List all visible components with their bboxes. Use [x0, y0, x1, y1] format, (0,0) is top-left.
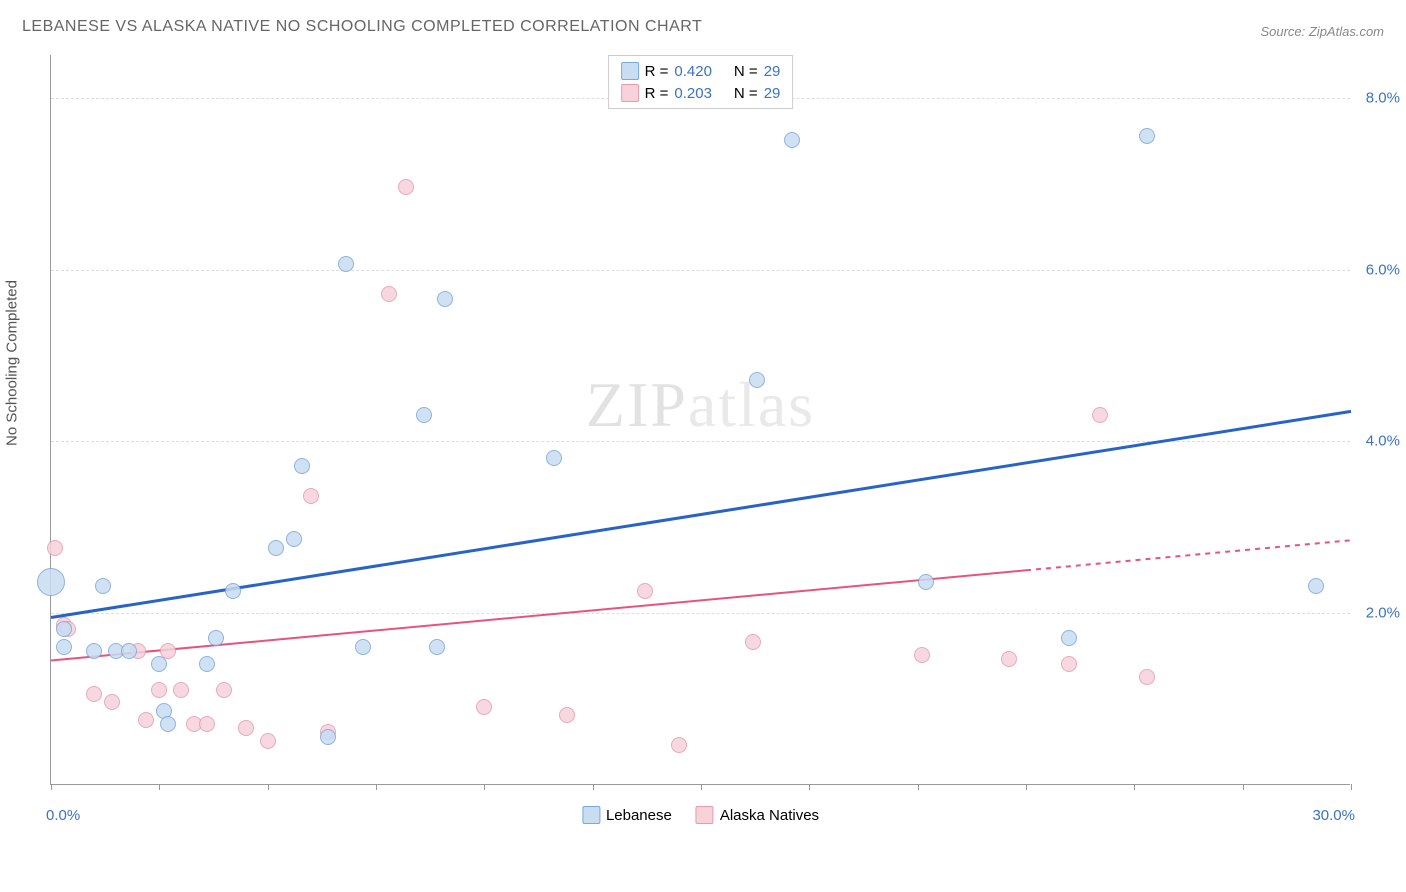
- scatter-point: [1061, 630, 1077, 646]
- scatter-point: [559, 707, 575, 723]
- series-legend-label: Alaska Natives: [720, 807, 819, 824]
- scatter-point: [208, 630, 224, 646]
- legend-swatch: [582, 806, 600, 824]
- series-legend: Lebanese Alaska Natives: [582, 806, 819, 824]
- scatter-point: [86, 643, 102, 659]
- r-value: 0.420: [674, 63, 712, 80]
- scatter-point: [151, 682, 167, 698]
- n-value: 29: [764, 85, 781, 102]
- scatter-point: [1139, 128, 1155, 144]
- stats-legend-row: R = 0.203 N = 29: [617, 82, 785, 104]
- scatter-point: [260, 733, 276, 749]
- x-tick: [918, 784, 919, 790]
- scatter-point: [104, 694, 120, 710]
- scatter-point: [121, 643, 137, 659]
- x-tick: [593, 784, 594, 790]
- stats-legend-row: R = 0.420 N = 29: [617, 60, 785, 82]
- y-tick-label: 8.0%: [1355, 89, 1400, 106]
- scatter-point: [381, 286, 397, 302]
- y-tick-label: 2.0%: [1355, 605, 1400, 622]
- x-axis-label: 30.0%: [1312, 807, 1355, 824]
- x-tick: [268, 784, 269, 790]
- scatter-point: [320, 729, 336, 745]
- scatter-point: [225, 583, 241, 599]
- series-legend-item: Lebanese: [582, 806, 672, 824]
- x-tick: [51, 784, 52, 790]
- chart-plot-area: ZIPatlas 2.0%4.0%6.0%8.0% 0.0%30.0% R =0…: [50, 55, 1350, 785]
- n-label: N =: [734, 63, 758, 80]
- chart-title: LEBANESE VS ALASKA NATIVE NO SCHOOLING C…: [22, 18, 702, 36]
- scatter-point: [671, 737, 687, 753]
- series-legend-label: Lebanese: [606, 807, 672, 824]
- trendline: [51, 411, 1351, 617]
- scatter-point: [286, 531, 302, 547]
- scatter-point: [398, 179, 414, 195]
- scatter-point: [1061, 656, 1077, 672]
- scatter-point: [199, 656, 215, 672]
- scatter-point: [86, 686, 102, 702]
- scatter-point: [37, 568, 65, 596]
- y-tick-label: 4.0%: [1355, 433, 1400, 450]
- legend-swatch: [696, 806, 714, 824]
- scatter-point: [216, 682, 232, 698]
- scatter-point: [784, 132, 800, 148]
- scatter-point: [47, 540, 63, 556]
- r-label: R =: [645, 85, 669, 102]
- x-tick: [1351, 784, 1352, 790]
- trendline-dashed: [1026, 540, 1351, 570]
- r-value: 0.203: [674, 85, 712, 102]
- scatter-point: [1308, 578, 1324, 594]
- scatter-point: [303, 488, 319, 504]
- x-tick: [1243, 784, 1244, 790]
- scatter-point: [338, 256, 354, 272]
- x-axis-label: 0.0%: [46, 807, 80, 824]
- y-tick-label: 6.0%: [1355, 261, 1400, 278]
- scatter-point: [637, 583, 653, 599]
- scatter-point: [1001, 651, 1017, 667]
- scatter-point: [56, 639, 72, 655]
- n-value: 29: [764, 63, 781, 80]
- y-axis-title: No Schooling Completed: [4, 280, 21, 446]
- scatter-point: [1139, 669, 1155, 685]
- x-tick: [1134, 784, 1135, 790]
- scatter-point: [268, 540, 284, 556]
- legend-swatch: [621, 62, 639, 80]
- scatter-point: [914, 647, 930, 663]
- scatter-point: [476, 699, 492, 715]
- scatter-point: [745, 634, 761, 650]
- scatter-point: [238, 720, 254, 736]
- x-tick: [484, 784, 485, 790]
- scatter-point: [294, 458, 310, 474]
- scatter-point: [429, 639, 445, 655]
- scatter-point: [138, 712, 154, 728]
- x-tick: [701, 784, 702, 790]
- scatter-point: [56, 621, 72, 637]
- x-tick: [376, 784, 377, 790]
- stats-legend: R = 0.420 N = 29 R = 0.203 N = 29: [608, 55, 794, 109]
- scatter-point: [546, 450, 562, 466]
- scatter-point: [151, 656, 167, 672]
- scatter-point: [918, 574, 934, 590]
- scatter-point: [437, 291, 453, 307]
- x-tick: [1026, 784, 1027, 790]
- scatter-point: [355, 639, 371, 655]
- trendline: [51, 570, 1026, 660]
- series-legend-item: Alaska Natives: [696, 806, 819, 824]
- scatter-point: [173, 682, 189, 698]
- scatter-point: [160, 716, 176, 732]
- scatter-point: [1092, 407, 1108, 423]
- scatter-point: [95, 578, 111, 594]
- legend-swatch: [621, 84, 639, 102]
- source-label: Source: ZipAtlas.com: [1260, 24, 1384, 39]
- r-label: R =: [645, 63, 669, 80]
- n-label: N =: [734, 85, 758, 102]
- x-tick: [159, 784, 160, 790]
- scatter-point: [749, 372, 765, 388]
- scatter-point: [416, 407, 432, 423]
- scatter-point: [199, 716, 215, 732]
- x-tick: [809, 784, 810, 790]
